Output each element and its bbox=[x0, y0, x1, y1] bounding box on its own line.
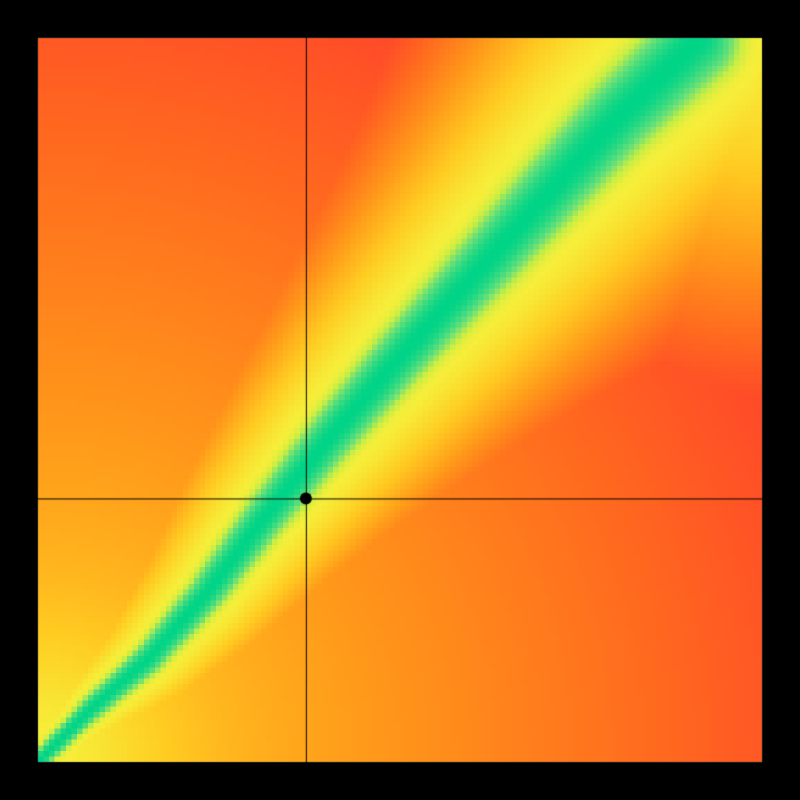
chart-stage: TheBottleneck.com bbox=[0, 0, 800, 800]
overlay-canvas bbox=[0, 0, 800, 800]
